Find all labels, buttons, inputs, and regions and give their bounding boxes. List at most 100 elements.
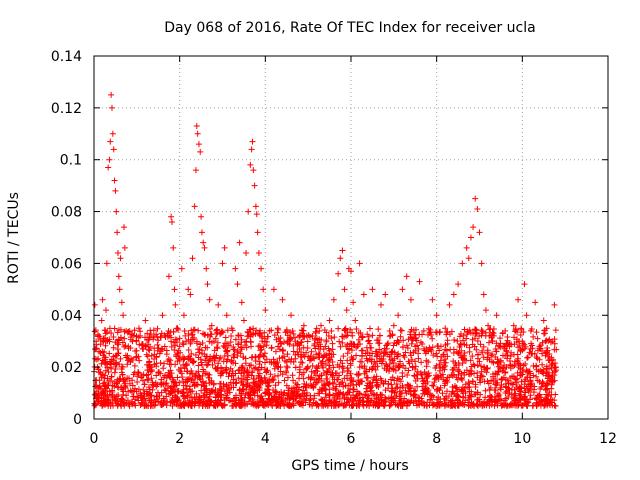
band-point — [394, 337, 401, 344]
band-point — [440, 351, 447, 358]
band-point — [538, 368, 545, 375]
band-point — [140, 377, 147, 384]
x-tick-label: 2 — [175, 431, 184, 447]
band-point — [436, 347, 443, 354]
band-point — [378, 349, 385, 356]
band-point — [326, 356, 333, 363]
band-point — [277, 398, 284, 405]
data-point — [135, 325, 142, 332]
band-point — [366, 325, 373, 332]
band-point — [199, 350, 206, 357]
band-point — [344, 329, 351, 336]
band-point — [389, 357, 396, 364]
band-point — [542, 402, 549, 409]
band-point — [92, 345, 99, 352]
band-point — [549, 356, 556, 363]
band-point — [419, 383, 426, 390]
band-point — [374, 363, 381, 370]
band-point — [434, 386, 441, 393]
band-point — [355, 370, 362, 377]
data-point — [476, 229, 483, 236]
data-point — [348, 268, 354, 275]
band-point — [96, 377, 103, 384]
data-point — [118, 299, 125, 306]
band-point — [454, 388, 461, 395]
data-point — [255, 250, 262, 257]
band-point — [474, 389, 481, 396]
band-point — [533, 403, 540, 410]
band-point — [384, 341, 391, 348]
data-point — [493, 312, 500, 319]
band-point — [244, 333, 251, 340]
x-tick-label: 0 — [90, 431, 99, 447]
data-point — [112, 187, 119, 194]
band-point — [313, 351, 320, 358]
band-point — [467, 402, 474, 409]
band-point — [533, 373, 540, 380]
band-point — [337, 343, 344, 350]
band-point — [369, 379, 376, 386]
band-point — [124, 397, 131, 404]
band-point — [497, 340, 504, 347]
band-point — [277, 368, 284, 375]
band-point — [350, 386, 357, 393]
band-point — [157, 334, 164, 341]
band-point — [359, 334, 366, 341]
band-point — [409, 364, 416, 371]
band-point — [423, 348, 430, 355]
data-point — [102, 307, 109, 314]
data-point — [437, 343, 444, 350]
band-point — [397, 397, 404, 404]
data-point — [472, 195, 479, 202]
band-point — [387, 376, 394, 383]
band-point — [377, 375, 384, 382]
band-point — [430, 382, 437, 389]
data-point — [450, 291, 457, 298]
band-point — [123, 400, 130, 407]
band-point — [481, 398, 488, 405]
band-point — [112, 360, 119, 367]
band-point — [185, 330, 192, 337]
data-point — [129, 338, 136, 345]
data-point — [478, 260, 485, 267]
band-point — [549, 369, 556, 376]
band-point — [284, 374, 291, 381]
band-point — [415, 397, 422, 404]
band-point — [153, 393, 160, 400]
band-point — [166, 371, 173, 378]
band-point — [112, 352, 119, 359]
band-point — [261, 329, 268, 336]
data-point — [266, 327, 273, 334]
band-point — [474, 374, 481, 381]
band-point — [482, 387, 489, 394]
band-point — [455, 402, 462, 409]
band-point — [258, 378, 265, 385]
x-tick-label: 6 — [347, 431, 356, 447]
band-point — [552, 368, 559, 375]
band-point — [144, 330, 151, 337]
band-point — [437, 328, 444, 335]
band-point — [353, 344, 360, 351]
band-point — [429, 335, 436, 342]
y-tick-label: 0.1 — [60, 153, 82, 169]
band-point — [106, 377, 113, 384]
band-point — [235, 375, 242, 382]
band-point — [506, 389, 513, 396]
y-tick-label: 0 — [73, 412, 82, 428]
band-point — [399, 402, 406, 409]
band-point — [474, 338, 481, 345]
band-point — [534, 335, 541, 342]
band-point — [402, 349, 409, 356]
band-point — [307, 376, 314, 383]
band-point — [439, 390, 446, 397]
band-point — [202, 357, 209, 364]
band-point — [110, 357, 117, 364]
band-point — [387, 356, 394, 363]
band-point — [466, 344, 473, 351]
band-point — [390, 342, 397, 349]
band-point — [326, 386, 333, 393]
band-point — [514, 375, 521, 382]
band-point — [195, 354, 202, 361]
band-point — [111, 394, 118, 401]
band-point — [471, 362, 478, 369]
